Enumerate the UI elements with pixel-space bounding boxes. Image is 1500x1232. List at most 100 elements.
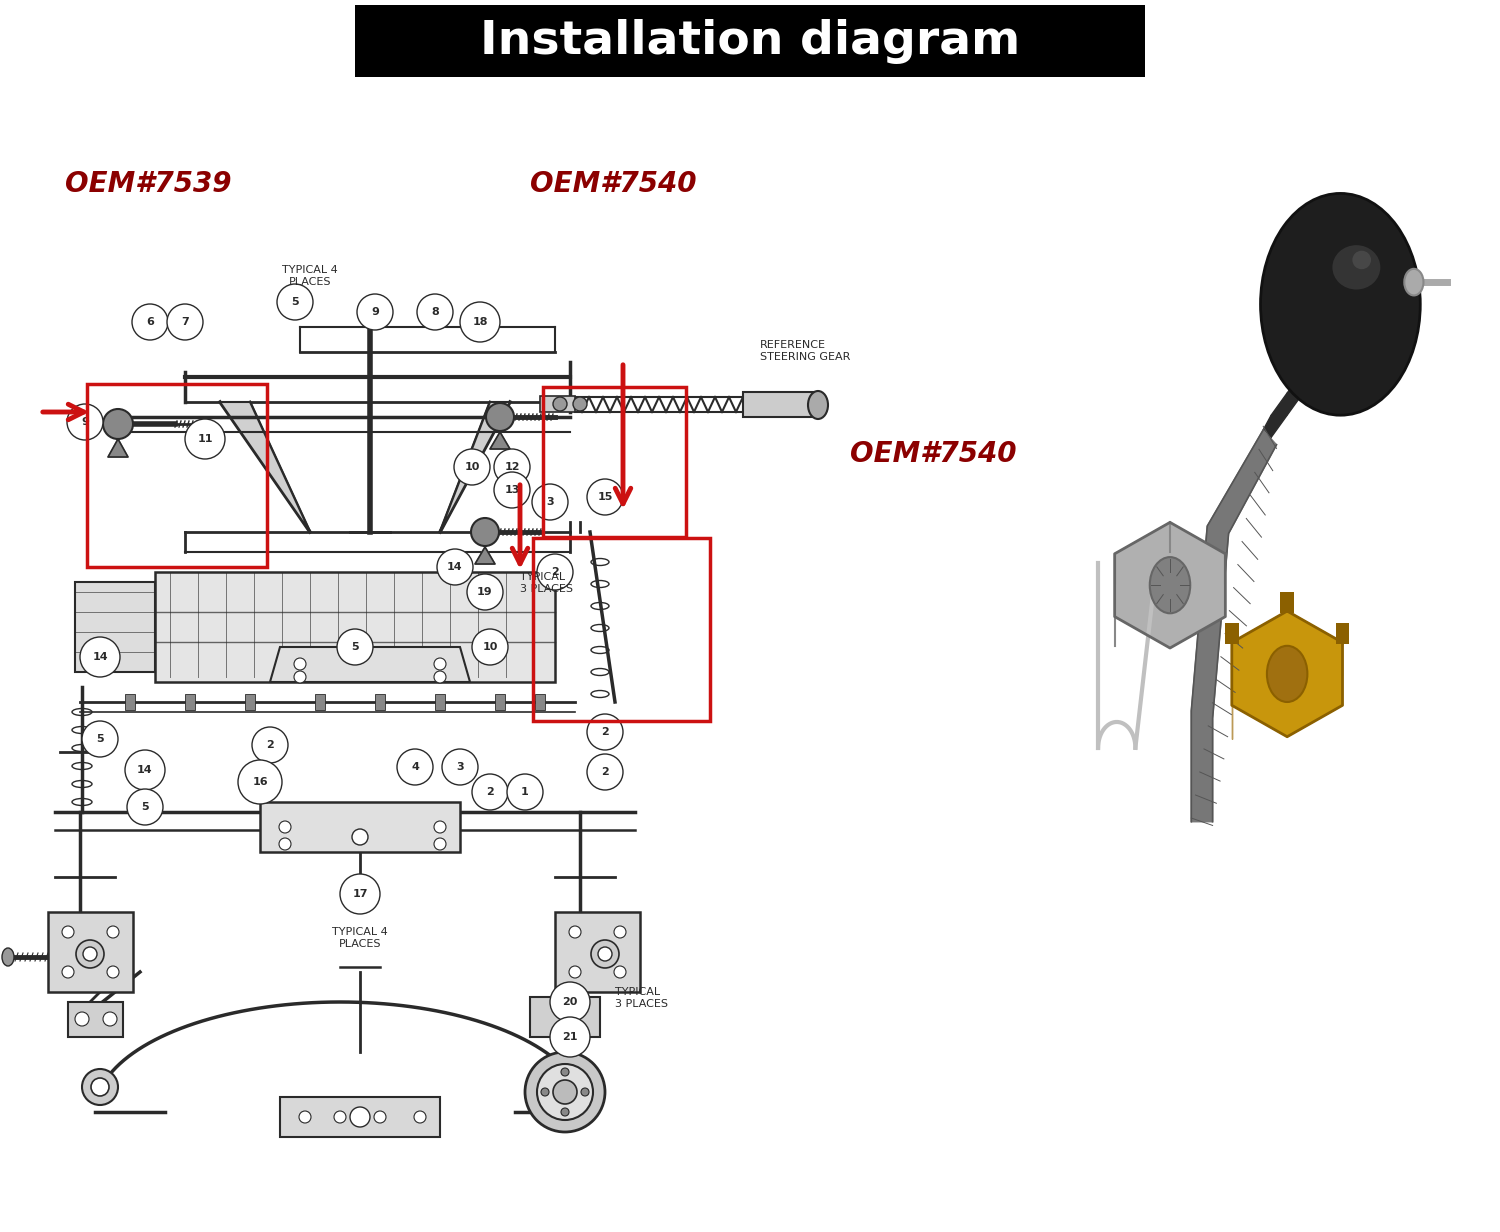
- Circle shape: [1150, 557, 1190, 614]
- Text: 5: 5: [351, 642, 358, 652]
- Text: OEM#7540: OEM#7540: [850, 440, 1017, 468]
- Ellipse shape: [1353, 250, 1371, 269]
- Circle shape: [568, 966, 580, 978]
- Text: 20: 20: [562, 997, 578, 1007]
- Circle shape: [554, 1080, 578, 1104]
- Circle shape: [542, 1088, 549, 1096]
- Circle shape: [92, 1078, 110, 1096]
- Circle shape: [106, 926, 118, 938]
- Polygon shape: [440, 402, 510, 532]
- Text: 14: 14: [136, 765, 153, 775]
- Circle shape: [166, 304, 202, 340]
- Bar: [356, 5, 1144, 76]
- Circle shape: [334, 1111, 346, 1124]
- Circle shape: [472, 774, 508, 809]
- Circle shape: [586, 715, 622, 750]
- Circle shape: [433, 658, 445, 670]
- Polygon shape: [1287, 611, 1342, 675]
- Text: 5: 5: [141, 802, 148, 812]
- Circle shape: [471, 517, 500, 546]
- Circle shape: [614, 926, 626, 938]
- Circle shape: [252, 727, 288, 763]
- Circle shape: [1268, 646, 1308, 702]
- Circle shape: [417, 294, 453, 330]
- Circle shape: [568, 926, 580, 938]
- Bar: [555, 912, 640, 992]
- Circle shape: [537, 554, 573, 590]
- Circle shape: [442, 749, 478, 785]
- Text: 12: 12: [504, 462, 519, 472]
- Bar: [48, 912, 134, 992]
- Circle shape: [433, 821, 445, 833]
- Bar: [280, 1096, 440, 1137]
- Text: OEM#7539: OEM#7539: [64, 170, 231, 198]
- Circle shape: [104, 1011, 117, 1026]
- Circle shape: [532, 484, 568, 520]
- Polygon shape: [1232, 611, 1287, 675]
- Text: 2: 2: [550, 567, 560, 577]
- Circle shape: [184, 419, 225, 460]
- Circle shape: [494, 448, 530, 485]
- Circle shape: [494, 472, 530, 508]
- Circle shape: [62, 926, 74, 938]
- Circle shape: [1404, 269, 1423, 296]
- Text: 16: 16: [252, 777, 268, 787]
- Text: 11: 11: [198, 434, 213, 444]
- Circle shape: [598, 947, 612, 961]
- Text: 14: 14: [92, 652, 108, 662]
- Circle shape: [278, 285, 314, 320]
- Text: 6: 6: [146, 317, 154, 326]
- Circle shape: [124, 750, 165, 790]
- Text: Installation diagram: Installation diagram: [480, 18, 1020, 64]
- Circle shape: [76, 940, 104, 968]
- Circle shape: [550, 982, 590, 1023]
- Circle shape: [128, 788, 164, 825]
- Polygon shape: [1287, 363, 1308, 415]
- Text: 21: 21: [562, 1032, 578, 1042]
- Bar: [75, 582, 154, 671]
- Text: 10: 10: [465, 462, 480, 472]
- Text: 19: 19: [477, 586, 494, 598]
- Text: 17: 17: [352, 890, 368, 899]
- Ellipse shape: [808, 391, 828, 419]
- Circle shape: [294, 658, 306, 670]
- Circle shape: [238, 760, 282, 804]
- Text: 8: 8: [430, 307, 439, 317]
- Text: TYPICAL 4
PLACES: TYPICAL 4 PLACES: [332, 926, 388, 949]
- Polygon shape: [1263, 415, 1270, 452]
- Text: 2: 2: [486, 787, 494, 797]
- Circle shape: [591, 940, 620, 968]
- Circle shape: [352, 829, 368, 845]
- Text: 2: 2: [602, 768, 609, 777]
- Polygon shape: [490, 432, 510, 448]
- Bar: [435, 694, 445, 710]
- Text: TYPICAL
3 PLACES: TYPICAL 3 PLACES: [615, 987, 668, 1009]
- Circle shape: [1260, 193, 1420, 415]
- Circle shape: [398, 749, 433, 785]
- Bar: [532, 538, 710, 721]
- Circle shape: [550, 1016, 590, 1057]
- Bar: [68, 1002, 123, 1037]
- Polygon shape: [1114, 522, 1226, 648]
- Bar: [375, 694, 386, 710]
- Polygon shape: [1270, 393, 1287, 437]
- Circle shape: [586, 754, 622, 790]
- Circle shape: [106, 966, 118, 978]
- Bar: [495, 694, 506, 710]
- Text: OEM#7540: OEM#7540: [530, 170, 696, 198]
- Ellipse shape: [2, 947, 14, 966]
- Circle shape: [561, 1108, 568, 1116]
- Polygon shape: [220, 402, 310, 532]
- Polygon shape: [154, 572, 555, 683]
- Text: 9: 9: [370, 307, 380, 317]
- Circle shape: [374, 1111, 386, 1124]
- Text: 4: 4: [411, 763, 419, 772]
- Text: 2: 2: [602, 727, 609, 737]
- Circle shape: [340, 873, 380, 914]
- Circle shape: [537, 1064, 592, 1120]
- Circle shape: [350, 1108, 370, 1127]
- Circle shape: [279, 838, 291, 850]
- Bar: [244, 694, 255, 710]
- Circle shape: [507, 774, 543, 809]
- Circle shape: [525, 1052, 605, 1132]
